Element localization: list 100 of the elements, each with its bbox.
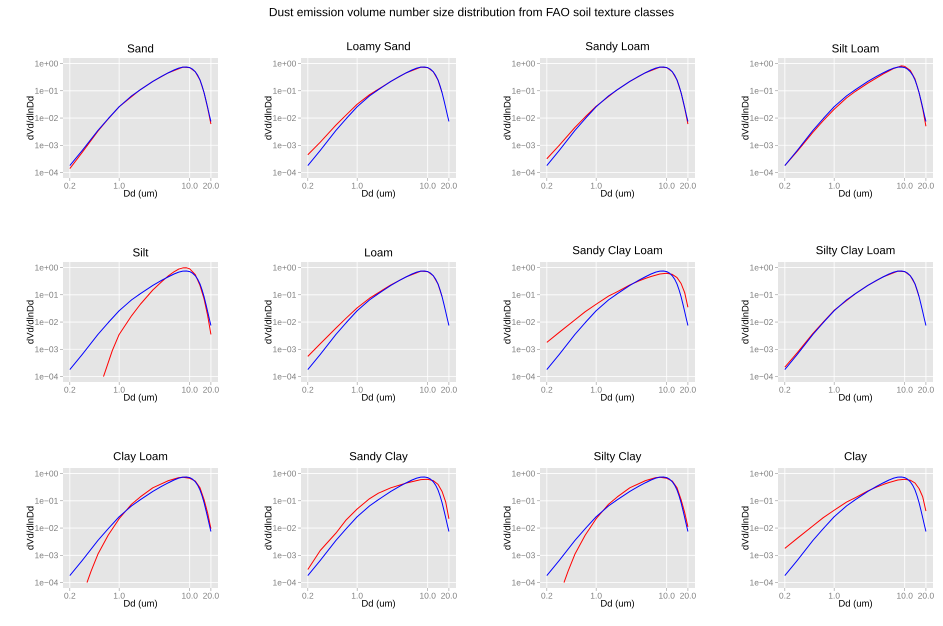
y-tick-label: 1e+00: [273, 264, 296, 271]
x-tick-label: 1.0: [114, 386, 125, 393]
y-axis-title: dVd/dlnDd: [264, 506, 272, 550]
x-axis-title: Dd (um): [839, 600, 872, 609]
x-tick-label: 10.0: [182, 182, 198, 189]
y-tick-label: 1e+00: [750, 470, 773, 477]
x-tick-label: 1.0: [828, 182, 840, 189]
y-tick-label: 1e−01: [750, 292, 773, 298]
y-axis-title: dVd/dlnDd: [26, 300, 34, 344]
y-axis-title: dVd/dlnDd: [26, 96, 34, 140]
y-tick-label: 1e−02: [512, 115, 535, 122]
y-tick-label: 1e−04: [273, 374, 296, 380]
x-tick-label: 20.0: [441, 386, 457, 393]
x-tick-label: 1.0: [352, 592, 363, 599]
y-tick-label: 1e+00: [35, 60, 58, 67]
x-tick-label: 20.0: [680, 386, 696, 393]
x-tick-label: 1.0: [590, 592, 602, 599]
y-tick-label: 1e−01: [273, 498, 296, 504]
x-axis-title: Dd (um): [124, 394, 157, 403]
y-tick-label: 1e−03: [512, 346, 535, 352]
x-tick-label: 0.2: [64, 592, 76, 599]
x-axis-title: Dd (um): [601, 394, 634, 403]
y-axis-title: dVd/dlnDd: [26, 506, 34, 550]
y-tick-label: 1e−04: [35, 170, 58, 176]
y-tick-label: 1e−01: [512, 88, 535, 94]
y-tick-label: 1e−02: [35, 525, 58, 532]
x-tick-label: 0.2: [302, 386, 314, 393]
y-tick-label: 1e+00: [512, 60, 535, 67]
y-tick-label: 1e−04: [512, 170, 536, 176]
y-tick-label: 1e+00: [750, 60, 773, 67]
y-axis-title: dVd/dlnDd: [504, 506, 510, 550]
y-tick-label: 1e−02: [273, 525, 296, 532]
x-tick-label: 20.0: [441, 182, 457, 189]
y-tick-label: 1e−03: [750, 346, 773, 352]
y-tick-label: 1e−03: [273, 142, 296, 148]
y-tick-label: 1e−02: [35, 319, 58, 326]
x-tick-label: 1.0: [114, 592, 125, 599]
y-tick-label: 1e+00: [512, 470, 535, 477]
y-tick-label: 1e−02: [750, 319, 773, 326]
y-tick-label: 1e−04: [750, 580, 774, 586]
x-tick-label: 10.0: [182, 592, 198, 599]
x-tick-label: 1.0: [352, 386, 363, 393]
x-tick-label: 1.0: [114, 182, 125, 189]
y-axis-title: dVd/dlnDd: [742, 300, 749, 344]
text: Dust emission volume number size distribution from FAO soil texture classes: [270, 8, 674, 16]
x-tick-label: 20.0: [918, 386, 934, 393]
y-axis-title: dVd/dlnDd: [504, 300, 510, 344]
x-axis-title: Dd (um): [362, 394, 395, 403]
x-tick-label: 20.0: [203, 386, 219, 393]
y-tick-label: 1e−04: [512, 580, 536, 586]
y-tick-label: 1e−01: [512, 498, 535, 504]
y-tick-label: 1e−04: [35, 374, 58, 380]
y-tick-label: 1e+00: [35, 264, 58, 271]
y-tick-label: 1e−03: [35, 552, 58, 558]
y-tick-label: 1e−02: [273, 115, 296, 122]
y-tick-label: 1e−02: [512, 525, 535, 532]
chart-title: Clay: [844, 452, 867, 462]
y-tick-label: 1e−02: [750, 115, 773, 122]
x-tick-label: 0.2: [779, 592, 790, 599]
x-tick-label: 10.0: [897, 592, 913, 599]
y-axis-title: dVd/dlnDd: [264, 96, 272, 140]
y-tick-label: 1e−04: [273, 580, 296, 586]
y-tick-label: 1e+00: [273, 470, 296, 477]
x-tick-label: 20.0: [203, 592, 219, 599]
y-tick-label: 1e−01: [512, 292, 535, 298]
y-tick-label: 1e−02: [273, 319, 296, 326]
x-tick-label: 20.0: [203, 182, 219, 189]
y-tick-label: 1e−03: [35, 346, 58, 352]
y-tick-label: 1e−01: [750, 498, 773, 504]
y-axis-title: dVd/dlnDd: [742, 96, 749, 140]
x-tick-label: 0.2: [541, 386, 552, 393]
x-tick-label: 0.2: [302, 182, 314, 189]
x-axis-title: Dd (um): [839, 190, 872, 199]
chart-title: Loamy Sand: [347, 42, 410, 52]
x-tick-label: 0.2: [64, 386, 76, 393]
x-tick-label: 10.0: [897, 386, 913, 393]
y-tick-label: 1e−04: [750, 374, 774, 380]
x-tick-label: 0.2: [779, 182, 790, 189]
y-tick-label: 1e−04: [750, 170, 774, 176]
chart-title: Loam: [365, 248, 392, 256]
x-tick-label: 20.0: [918, 592, 934, 599]
x-tick-label: 10.0: [897, 182, 913, 189]
y-axis-title: dVd/dlnDd: [742, 506, 749, 550]
chart-title: Sand: [128, 44, 154, 52]
y-tick-label: 1e−04: [273, 170, 296, 176]
x-axis-title: Dd (um): [601, 190, 634, 199]
x-axis-title: Dd (um): [362, 190, 395, 199]
x-axis-title: Dd (um): [601, 600, 634, 609]
x-tick-label: 1.0: [828, 386, 840, 393]
y-tick-label: 1e−02: [512, 319, 535, 326]
y-tick-label: 1e+00: [273, 60, 296, 67]
y-tick-label: 1e−03: [750, 142, 773, 148]
y-tick-label: 1e−01: [35, 498, 58, 504]
x-tick-label: 20.0: [918, 182, 934, 189]
y-tick-label: 1e−01: [35, 88, 58, 94]
x-tick-label: 10.0: [420, 182, 436, 189]
x-tick-label: 10.0: [659, 386, 675, 393]
x-axis-title: Dd (um): [124, 600, 157, 609]
y-tick-label: 1e−03: [512, 142, 535, 148]
x-tick-label: 0.2: [541, 182, 552, 189]
